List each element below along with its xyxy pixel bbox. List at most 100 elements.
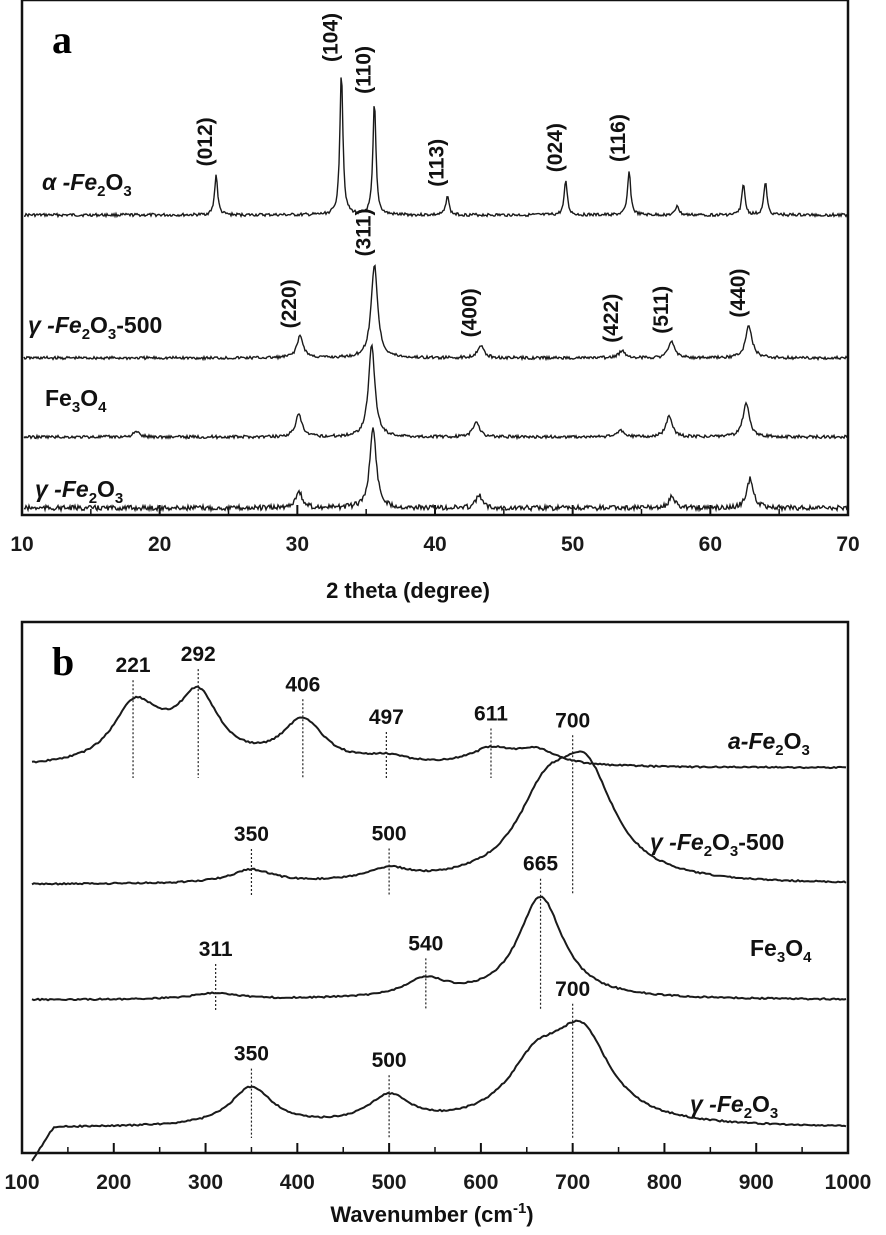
panel-a-series-label-sub: 3 <box>115 490 123 507</box>
panel-a-series-label-sub: 2 <box>82 326 90 343</box>
panel-a-letter: a <box>52 17 72 62</box>
panel-b-band-label: 500 <box>372 1049 407 1072</box>
panel-b-band-label: 665 <box>523 853 558 876</box>
panel-b-series-label-part: O <box>784 728 802 754</box>
panel-a-series-label: γ -Fe2O3 <box>35 476 123 507</box>
panel-a-series-label: α -Fe2O3 <box>42 169 132 200</box>
panel-b-band-label: 350 <box>234 823 269 846</box>
panel-b-series-label-sub: 3 <box>777 949 785 966</box>
panel-a-series-label-part: Fe <box>45 385 72 411</box>
panel-b-band-label: 406 <box>285 673 320 696</box>
panel-b-band-label: 292 <box>181 643 216 666</box>
panel-a-hkl-label: (511) <box>650 286 673 334</box>
panel-b-series-label-part: γ -Fe <box>690 1091 744 1117</box>
panel-a-series-line <box>23 343 848 441</box>
panel-b-series-label: Fe3O4 <box>750 935 812 966</box>
panel-a-hkl-label: (400) <box>458 288 481 337</box>
panel-b-series-label: a-Fe2O3 <box>728 728 810 759</box>
panel-a-hkl-label: (104) <box>319 13 342 62</box>
panel-b-x-axis: 100 200 300 400 500 600 700 800 900 1000 <box>4 1143 871 1194</box>
panel-b-series-group <box>31 685 847 1162</box>
panel-a-hkl-label: (220) <box>278 279 301 328</box>
panel-b-series-label: γ -Fe2O3 <box>690 1091 778 1122</box>
panel-a-tick-label: 60 <box>699 533 722 556</box>
panel-a-series-label-part: -500 <box>116 312 162 338</box>
panel-b-band-label: 311 <box>199 938 233 961</box>
panel-b-annotations: 221 292 406 497 611 350 500 700 311 540 665 350 500 7… <box>116 643 590 1138</box>
panel-b-x-axis-title-sup: -1 <box>513 1200 526 1217</box>
panel-b-frame <box>20 620 850 1155</box>
panel-b-series-label-part: O <box>752 1091 770 1117</box>
panel-b-tick-label: 1000 <box>825 1171 872 1194</box>
panel-a-hkl-label: (113) <box>425 139 448 187</box>
panel-a-series-label-sub: 2 <box>97 183 105 200</box>
panel-b-series-label-part: a-Fe <box>728 728 776 754</box>
panel-a-series-line <box>23 427 848 514</box>
panel-a-series-label-part: γ -Fe <box>28 312 82 338</box>
panel-b-tick-label: 200 <box>96 1171 131 1194</box>
panel-b-series-label-sub: 2 <box>704 843 712 860</box>
panel-a-series-label-part: O <box>97 476 115 502</box>
panel-b-series-label-sub: 3 <box>770 1105 778 1122</box>
panel-b-band-label: 497 <box>369 706 404 729</box>
panel-a-tick-label: 50 <box>561 533 584 556</box>
panel-a-tick-label: 20 <box>148 533 171 556</box>
panel-b-tick-label: 300 <box>188 1171 223 1194</box>
panel-a-tick-label: 30 <box>286 533 309 556</box>
panel-a-series-group <box>23 77 848 514</box>
panel-b-series-label-sub: 2 <box>775 742 783 759</box>
panel-b-series-label-part: O <box>785 935 803 961</box>
panel-a-series-label-sub: 4 <box>98 399 107 416</box>
panel-a-annotations: (012) (104) (110) (113) (024) (116) (220) (311)… <box>194 13 750 343</box>
panel-a-x-axis: 10 20 30 40 50 60 70 <box>10 505 860 556</box>
panel-a-series-label: γ -Fe2O3-500 <box>28 312 162 343</box>
panel-b-series-label: γ -Fe2O3-500 <box>650 829 784 860</box>
panel-b-x-axis-title: Wavenumber (cm-1) <box>330 1200 533 1227</box>
panel-a-tick-label: 40 <box>423 533 446 556</box>
panel-a-x-axis-title: 2 theta (degree) <box>326 578 490 603</box>
panel-b-tick-label: 900 <box>739 1171 774 1194</box>
panel-b-band-label: 700 <box>555 709 590 732</box>
panel-a-series-label-sub: 2 <box>89 490 97 507</box>
panel-b-band-label: 500 <box>372 822 407 845</box>
panel-a-frame <box>20 0 850 517</box>
panel-b-band-label: 221 <box>116 654 151 677</box>
panel-b-series-label-part: -500 <box>738 829 784 855</box>
panel-b-series-line <box>31 1019 847 1162</box>
panel-a-hkl-label: (440) <box>727 269 750 318</box>
panel-a-hkl-label: (422) <box>600 294 623 343</box>
panel-a-xrd-chart: a 10 20 30 40 50 60 70 (012) (104) (110) (113) (02… <box>10 0 860 603</box>
panel-b-series-label-part: γ -Fe <box>650 829 704 855</box>
panel-a-series-label-part: α -Fe <box>42 169 97 195</box>
panel-a-series-label-sub: 3 <box>72 399 80 416</box>
panel-b-band-label: 350 <box>234 1043 269 1066</box>
panel-b-series-line <box>31 685 847 770</box>
panel-b-tick-label: 100 <box>4 1171 39 1194</box>
panel-b-raman-chart: b 100 200 300 400 500 600 700 800 900 1000 221 292… <box>4 620 871 1227</box>
panel-a-series-label-sub: 3 <box>108 326 116 343</box>
panel-b-band-label: 611 <box>474 702 508 725</box>
panel-b-tick-label: 500 <box>372 1171 407 1194</box>
panel-a-series-line <box>24 77 848 219</box>
panel-b-tick-label: 600 <box>463 1171 498 1194</box>
panel-a-hkl-label: (311) <box>352 209 375 257</box>
panel-a-hkl-label: (110) <box>352 46 375 94</box>
panel-b-band-label: 700 <box>555 978 590 1001</box>
panel-b-letter: b <box>52 639 74 684</box>
panel-b-band-label: 540 <box>408 932 443 955</box>
panel-a-series-label-part: O <box>106 169 124 195</box>
panel-a-hkl-label: (116) <box>607 114 630 162</box>
panel-a-tick-label: 70 <box>836 533 859 556</box>
panel-b-series-line <box>31 895 847 1002</box>
panel-b-x-axis-title-main: Wavenumber (cm <box>330 1202 513 1227</box>
panel-a-hkl-label: (024) <box>544 123 567 172</box>
panel-a-series-label: Fe3O4 <box>45 385 107 416</box>
panel-a-series-label-part: O <box>90 312 108 338</box>
panel-b-series-label-sub: 4 <box>803 949 812 966</box>
panel-b-tick-label: 800 <box>647 1171 682 1194</box>
panel-a-series-label-sub: 3 <box>123 183 131 200</box>
panel-a-series-line <box>23 264 848 362</box>
